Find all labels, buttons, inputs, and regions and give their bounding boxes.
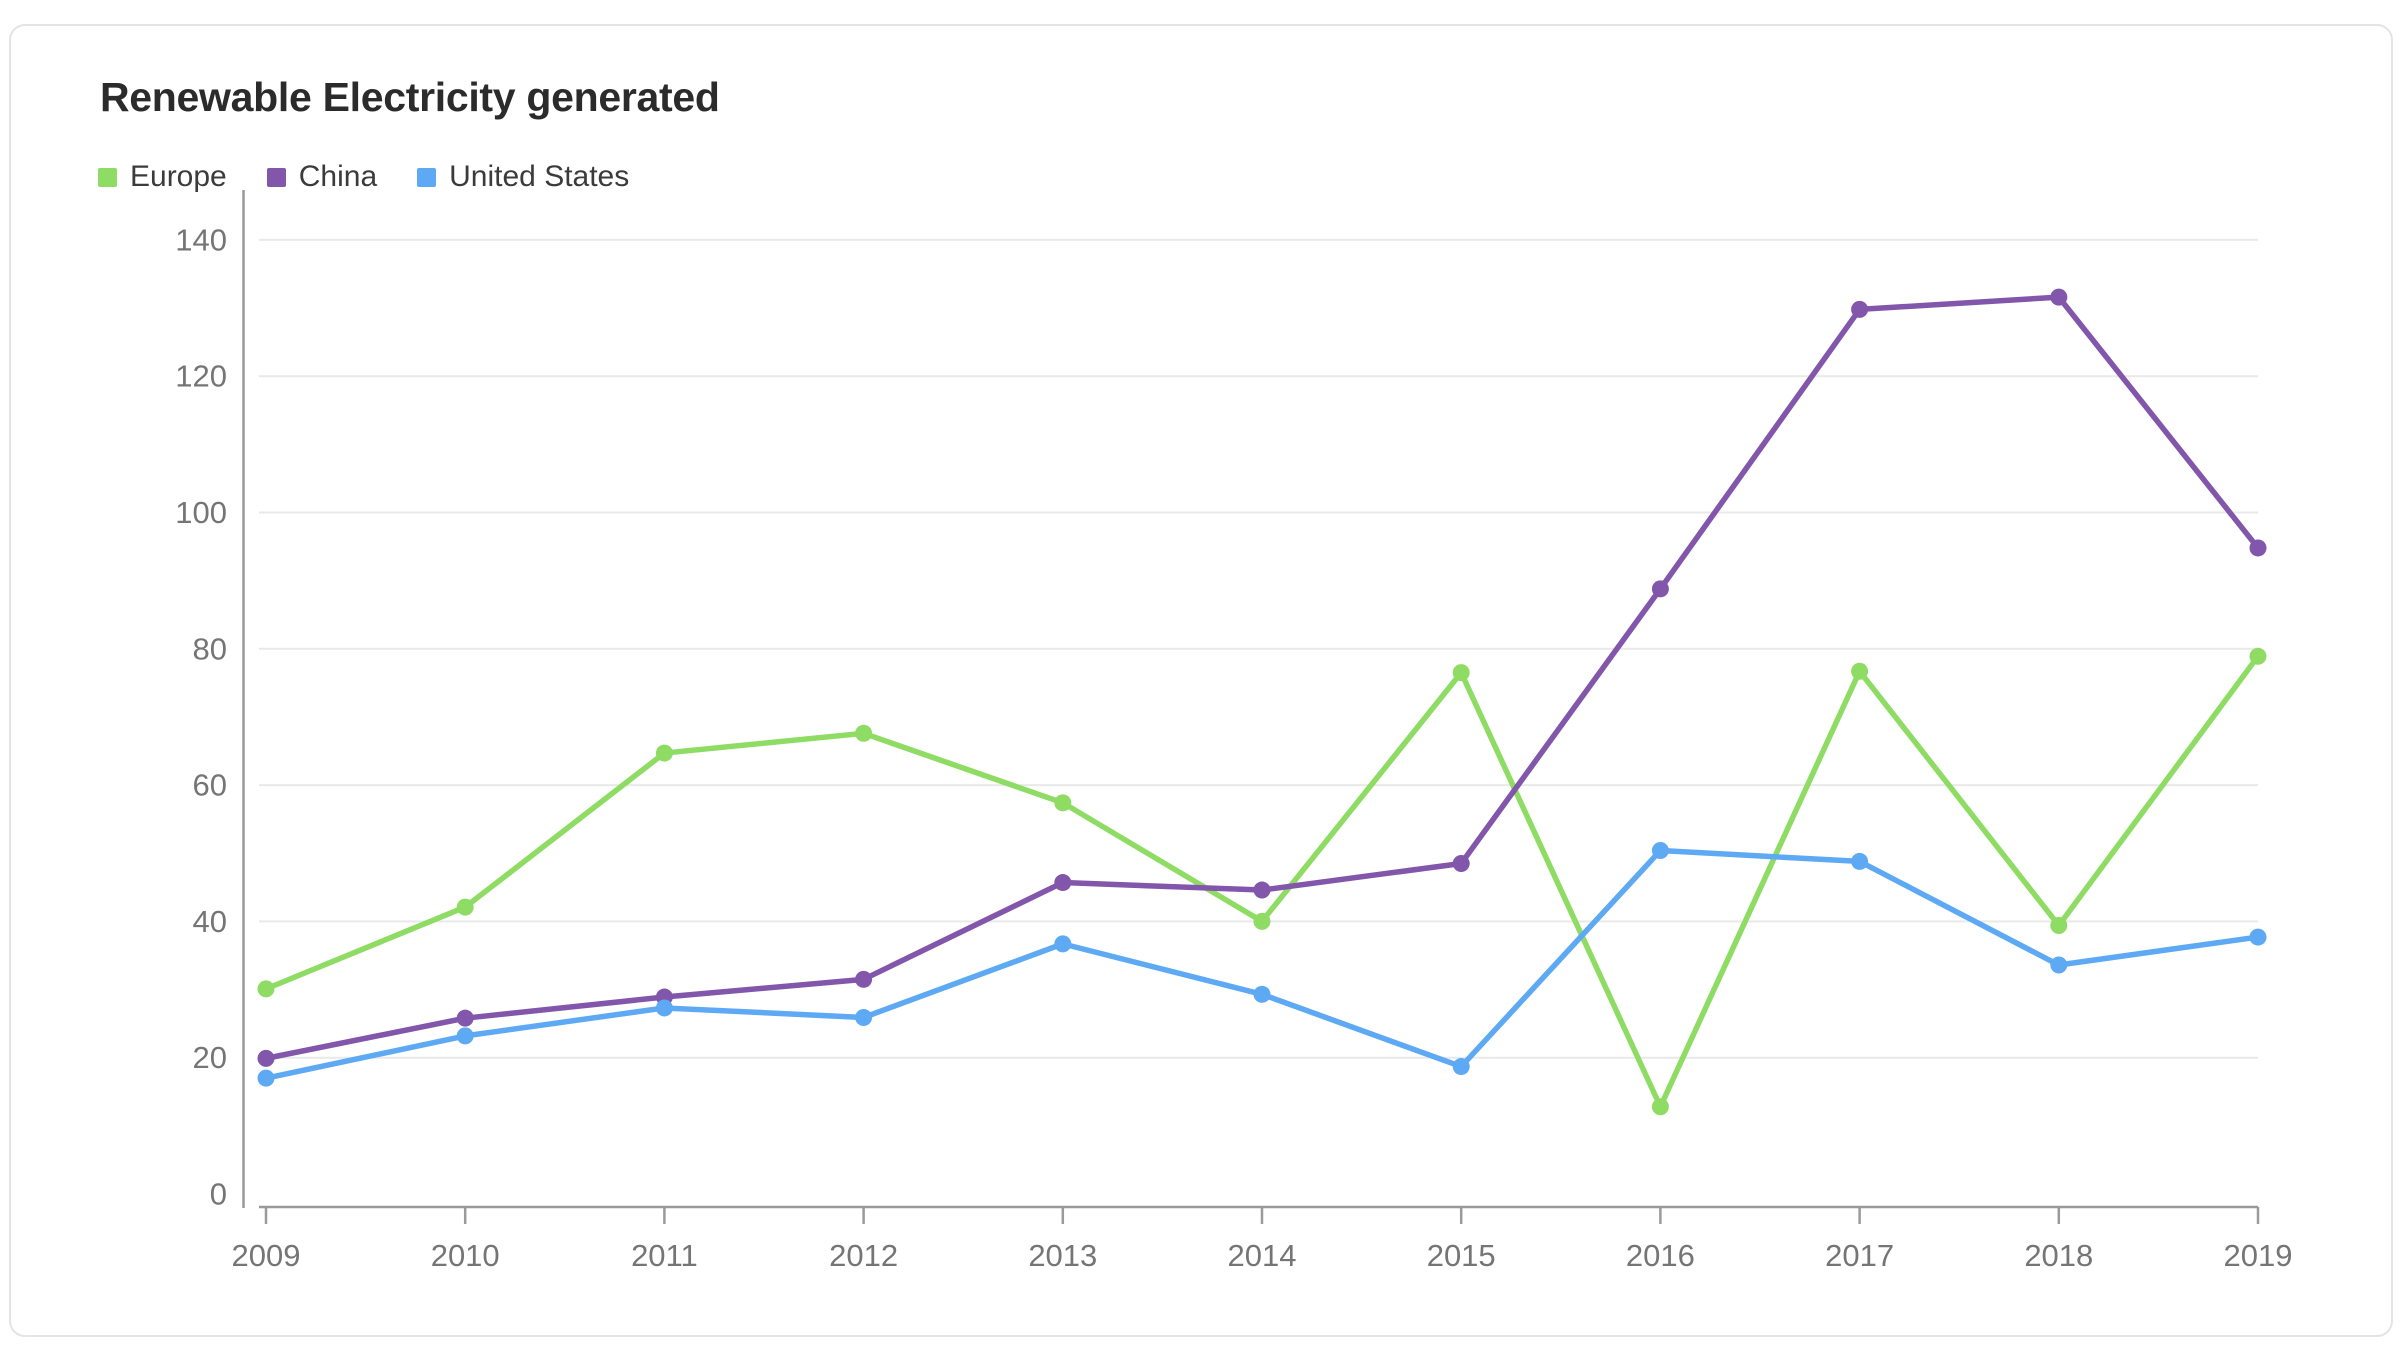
data-point-china-2017[interactable] <box>1851 300 1869 318</box>
data-point-china-2015[interactable] <box>1452 854 1470 872</box>
legend-item-europe[interactable]: Europe <box>98 160 227 194</box>
y-tick-label-80: 80 <box>193 631 227 666</box>
x-tick-label-2013: 2013 <box>1028 1238 1097 1273</box>
x-tick-label-2017: 2017 <box>1825 1238 1894 1273</box>
data-point-china-2010[interactable] <box>456 1009 474 1027</box>
data-point-united-states-2019[interactable] <box>2249 928 2267 946</box>
x-tick-label-2016: 2016 <box>1626 1238 1695 1273</box>
data-point-united-states-2015[interactable] <box>1452 1058 1470 1076</box>
legend-label-united-states: United States <box>449 160 630 193</box>
data-point-europe-2014[interactable] <box>1253 912 1271 930</box>
data-point-united-states-2009[interactable] <box>257 1069 275 1087</box>
data-point-europe-2012[interactable] <box>855 724 873 742</box>
data-point-europe-2016[interactable] <box>1651 1098 1669 1116</box>
data-point-europe-2017[interactable] <box>1851 662 1869 680</box>
data-point-europe-2019[interactable] <box>2249 647 2267 665</box>
legend-swatch-united-states <box>417 167 437 187</box>
x-tick-label-2009: 2009 <box>232 1238 301 1273</box>
data-point-europe-2015[interactable] <box>1452 664 1470 682</box>
data-point-united-states-2010[interactable] <box>456 1027 474 1045</box>
data-point-china-2019[interactable] <box>2249 539 2267 557</box>
legend-item-china[interactable]: China <box>266 160 378 194</box>
data-point-china-2014[interactable] <box>1253 881 1271 899</box>
x-tick-label-2010: 2010 <box>431 1238 500 1273</box>
data-point-china-2013[interactable] <box>1054 874 1072 892</box>
x-tick-label-2012: 2012 <box>829 1238 898 1273</box>
legend-swatch-europe <box>98 167 117 187</box>
chart-legend: Europe China United States <box>98 160 669 194</box>
y-tick-label-100: 100 <box>175 495 227 530</box>
data-point-europe-2013[interactable] <box>1054 794 1072 812</box>
data-point-europe-2010[interactable] <box>456 898 474 916</box>
data-point-united-states-2018[interactable] <box>2050 956 2068 974</box>
chart-title: Renewable Electricity generated <box>100 74 720 120</box>
chart-card: Renewable Electricity generated Europe Ch… <box>9 24 2393 1337</box>
data-point-united-states-2011[interactable] <box>655 999 673 1017</box>
series-line-europe <box>263 653 2261 1110</box>
data-point-united-states-2016[interactable] <box>1651 842 1669 860</box>
legend-label-europe: Europe <box>130 160 227 193</box>
data-point-united-states-2017[interactable] <box>1851 852 1869 870</box>
legend-label-china: China <box>298 160 378 193</box>
data-point-europe-2009[interactable] <box>257 980 275 998</box>
x-tick-label-2011: 2011 <box>631 1238 698 1273</box>
x-tick-label-2015: 2015 <box>1427 1238 1496 1273</box>
x-tick-label-2014: 2014 <box>1228 1238 1297 1273</box>
data-point-europe-2018[interactable] <box>2050 916 2068 934</box>
data-point-china-2012[interactable] <box>855 970 873 988</box>
data-point-united-states-2013[interactable] <box>1054 935 1072 953</box>
data-point-china-2016[interactable] <box>1651 580 1669 598</box>
data-point-china-2009[interactable] <box>257 1049 275 1067</box>
data-point-united-states-2012[interactable] <box>855 1008 873 1026</box>
x-tick-label-2018: 2018 <box>2024 1238 2093 1273</box>
y-tick-label-120: 120 <box>175 359 227 394</box>
legend-item-united-states[interactable]: United States <box>417 160 629 194</box>
series-line-china <box>263 294 2261 1062</box>
y-tick-label-40: 40 <box>193 904 227 939</box>
data-point-europe-2011[interactable] <box>655 744 673 762</box>
x-tick-label-2019: 2019 <box>2224 1238 2293 1273</box>
data-point-china-2018[interactable] <box>2050 288 2068 306</box>
legend-swatch-china <box>266 167 286 187</box>
data-point-united-states-2014[interactable] <box>1253 985 1271 1003</box>
y-tick-label-140: 140 <box>175 222 227 257</box>
y-tick-label-20: 20 <box>193 1040 227 1075</box>
y-tick-label-0: 0 <box>210 1177 227 1212</box>
y-tick-label-60: 60 <box>193 768 227 803</box>
